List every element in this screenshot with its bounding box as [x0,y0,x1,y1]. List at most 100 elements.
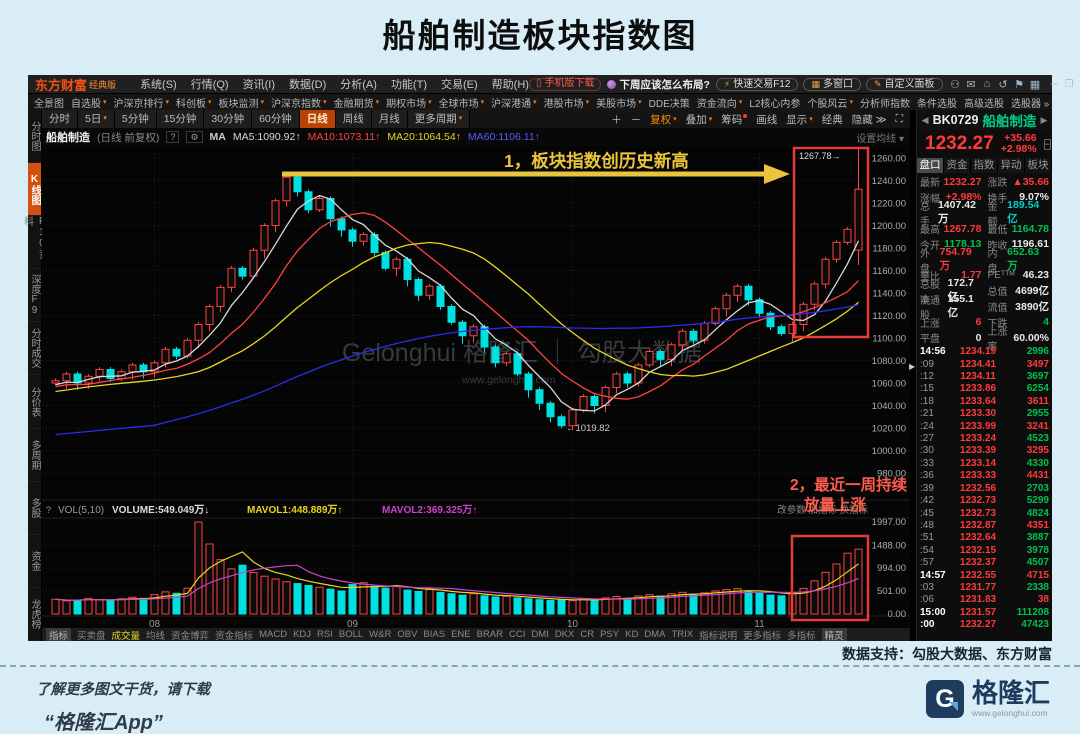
indicator-tab[interactable]: RSI [317,629,333,640]
sidebar-item[interactable]: 多股 [28,482,41,535]
vol-settings-buttons[interactable]: 改参数 加指标 换指标 [777,504,868,516]
indicator-tab[interactable]: 指标说明 [699,630,738,642]
indicator-tab[interactable]: DMI [531,629,549,640]
nav-item[interactable]: 期权市场 ▾ [386,98,432,110]
menu-item[interactable]: 分析(A) [340,79,377,91]
panel-tab[interactable]: 盘口 [917,158,944,173]
nav-item[interactable]: DDE决策 [648,98,690,110]
sidebar-item[interactable]: K线图 [28,163,41,217]
indicator-tab[interactable]: PSY [600,629,620,640]
period-tab[interactable]: 月线 [371,110,408,128]
nav-item[interactable]: 美股市场 ▾ [596,98,642,110]
period-tab[interactable]: 更多周期 ▾ [407,110,471,128]
indicator-tab[interactable]: KD [625,629,639,640]
chart-control[interactable]: 叠加 ▾ [685,113,713,126]
indicator-tab[interactable]: 买卖盘 [77,630,106,642]
indicator-tab[interactable]: DKX [554,629,575,640]
period-tab[interactable]: 15分钟 [156,110,205,128]
indicator-tab[interactable]: 资金指标 [215,630,254,642]
indicator-tab[interactable]: CCI [509,629,526,640]
nav-item[interactable]: 沪深京指数 ▾ [271,98,327,110]
indicator-tab[interactable]: 精灵 [821,628,847,641]
period-tab[interactable]: 日线 [299,110,336,128]
nav-item[interactable]: 高级选股 [963,98,1004,110]
panel-divider[interactable]: ▶ [909,110,916,641]
indicator-tab[interactable]: W&R [369,629,392,640]
chart-control[interactable]: 经典 [821,113,843,126]
panel-ticks[interactable]: 14:56 1234.19 2996:09 1234.41 3497:12 1234.11… [917,346,1052,641]
minimize-button[interactable]: ─ [1050,78,1058,90]
user-icon[interactable]: ⚇ [950,78,960,91]
home-icon[interactable]: ⌂ [983,78,991,90]
chart-svg[interactable]: 980.00 1000.00 1020.00 1040.00 1060.00 1080.0… [42,146,910,628]
indicator-tab[interactable]: 成交量 [111,630,141,642]
undo-icon[interactable]: ↺ [998,78,1008,91]
indicator-tab[interactable]: KDJ [293,629,312,640]
indicator-tab[interactable]: MACD [259,629,288,640]
toolbar-pill[interactable]: ▦ 多窗口 [803,77,861,91]
panel-tab[interactable]: 异动 [998,158,1025,173]
chart-control[interactable]: － [630,113,642,126]
sidebar-item[interactable]: 多周期 [28,429,41,482]
period-tab[interactable]: 5分钟 [114,110,157,128]
indicator-tab[interactable]: BIAS [423,629,446,640]
panel-tab[interactable]: 板块 [1025,158,1052,173]
help-icon[interactable]: ? [166,131,180,143]
prev-symbol-button[interactable]: ◀ [921,114,929,125]
indicator-tab[interactable]: OBV [397,629,418,640]
nav-item[interactable]: 沪深京排行 ▾ [113,98,170,110]
indicator-tab[interactable]: CR [580,629,595,640]
sidebar-item[interactable]: 深度F9 [28,269,41,323]
nav-item[interactable]: 个股风云 ▾ [807,98,853,110]
sidebar-item[interactable]: 资金 [28,535,41,588]
menu-item[interactable]: 交易(E) [440,79,478,91]
period-tab[interactable]: 30分钟 [204,110,253,128]
chart-control[interactable]: ⛶ [895,112,903,125]
indicator-tab[interactable]: ENE [451,629,471,640]
menu-item[interactable]: 行情(Q) [190,79,229,91]
nav-item[interactable]: L2核心内参 [749,98,801,110]
nav-item[interactable]: 选股器 » [1010,98,1050,110]
indicator-tab[interactable]: 多指标 [787,630,816,642]
nav-item[interactable]: 沪深港通 ▾ [491,98,537,110]
nav-item[interactable]: 港股市场 ▾ [543,98,590,110]
sidebar-item[interactable]: 分价表 [28,375,41,429]
indicator-tab[interactable]: BRAR [476,629,504,640]
indicator-tab[interactable]: BOLL [338,629,364,640]
sidebar-item[interactable]: 龙虎榜 [28,588,41,641]
indicator-tab[interactable]: TRIX [671,629,694,640]
chart-control[interactable]: 隐藏 ≫ [851,113,887,126]
next-symbol-button[interactable]: ▶ [1040,114,1048,125]
sidebar-item[interactable]: F10资料 [22,216,48,270]
indicator-tab[interactable]: 均线 [146,630,166,642]
nav-item[interactable]: 资金流向 ▾ [696,98,743,110]
chart-control[interactable]: 显示 ▾ [786,113,813,126]
nav-item[interactable]: 金融期货 ▾ [333,98,380,110]
nav-item[interactable]: 条件选股 [916,98,957,110]
period-tab[interactable]: 周线 [335,110,372,128]
period-tab[interactable]: 5日 ▾ [78,110,115,128]
gear-icon[interactable]: ⚙ [186,131,203,143]
nav-item[interactable]: 分析师指数 [859,98,910,110]
indicator-tab[interactable]: DMA [644,629,666,640]
windows-icon[interactable]: ▦ [1029,78,1041,91]
period-tab[interactable]: 分时 [42,110,78,128]
panel-tab[interactable]: 资金 [944,158,971,173]
indicator-tab[interactable]: 指标 [46,628,72,641]
chart-control[interactable]: 复权 ▾ [650,113,677,126]
period-tab[interactable]: 60分钟 [252,110,300,128]
panel-minimize-button[interactable]: − [1043,138,1051,150]
sidebar-item[interactable]: 分时图 [28,110,41,164]
mobile-download-button[interactable]: ▯ 手机版下载 [528,77,602,91]
sidebar-item[interactable]: 分时成交 [28,322,41,376]
nav-item[interactable]: 自选股 ▾ [71,98,107,110]
chart-control[interactable]: 筹码 [719,112,749,127]
nav-item[interactable]: 板块监测 ▾ [218,98,265,110]
nav-item[interactable]: 全景图 [34,98,64,110]
ma-settings-button[interactable]: 设置均线 ▾ [856,133,904,145]
chart-control[interactable]: 画线 [756,113,778,126]
menu-item[interactable]: 系统(S) [140,79,177,91]
nav-item[interactable]: 科创板 ▾ [176,98,212,110]
mail-icon[interactable]: ✉ [966,78,976,91]
toolbar-pill[interactable]: ✎ 自定义面板 [865,77,943,91]
